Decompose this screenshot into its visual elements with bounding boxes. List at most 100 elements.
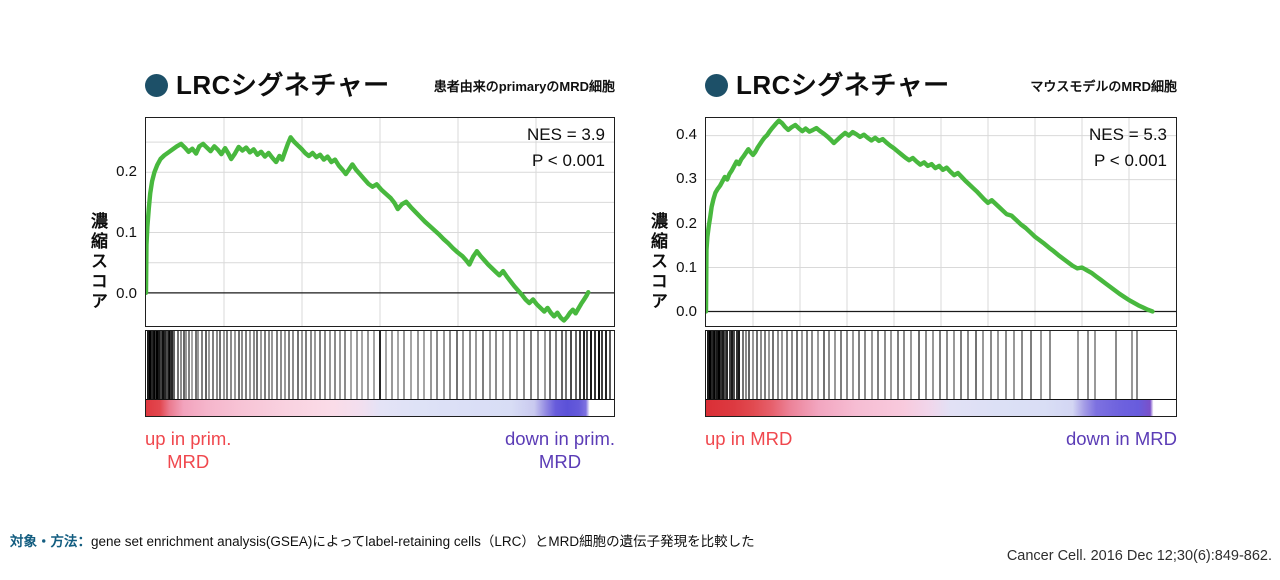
panel-title: LRCシグネチャー [736, 70, 950, 100]
gene-hit-tick [720, 331, 723, 399]
gene-hit-tick [781, 331, 784, 399]
gene-hit-tick [997, 331, 1000, 399]
gene-hit-tick [208, 331, 211, 399]
gene-hit-tick [790, 331, 793, 399]
gene-hit-tick [241, 331, 244, 399]
gene-hit-tick [728, 331, 731, 399]
gene-hit-tick [248, 331, 251, 399]
rank-axis-labels: up in MRD down in MRD [705, 427, 1177, 450]
gene-hit-tick [828, 331, 831, 399]
gene-hit-tick [449, 331, 452, 399]
gene-hit-tick [339, 331, 342, 399]
bullet-icon [145, 73, 168, 97]
gene-hit-tick [1005, 331, 1008, 399]
gene-hit-tick [852, 331, 855, 399]
enrichment-curve [706, 121, 1153, 312]
gene-hit-tick [230, 331, 233, 399]
methods-caption: 対象・方法：gene set enrichment analysis(GSEA)… [10, 530, 755, 550]
gene-hit-tick [1114, 331, 1117, 399]
gene-hit-tick [846, 331, 849, 399]
gene-hit-tick [759, 331, 762, 399]
gene-hit-tick [755, 331, 758, 399]
gene-hit-tick [560, 331, 563, 399]
gene-hit-tick [416, 331, 419, 399]
gene-hit-tick [396, 331, 399, 399]
gene-hit-tick [967, 331, 970, 399]
gene-hit-tick [211, 331, 214, 399]
gene-hit-tick [179, 331, 182, 399]
gene-hit-tick [938, 331, 941, 399]
gene-hit-tick [267, 331, 270, 399]
gene-hit-tick [160, 331, 163, 399]
gene-hit-tick [806, 331, 809, 399]
gene-hit-tick [712, 331, 715, 399]
gene-hit-tick [462, 331, 465, 399]
up-label-line1: up in prim. [145, 428, 232, 449]
gene-hit-tick [903, 331, 906, 399]
gene-hit-tick [163, 331, 166, 399]
gene-hit-tick [877, 331, 880, 399]
p-value: P < 0.001 [532, 150, 605, 170]
gene-hit-tick [800, 331, 803, 399]
gradient-bar [146, 400, 614, 416]
gene-hit-tick [772, 331, 775, 399]
y-tick-label: 0.1 [676, 258, 697, 276]
gene-hit-tick [597, 331, 600, 399]
gene-hit-tick [816, 331, 819, 399]
gene-hit-tick [1013, 331, 1016, 399]
gene-hit-tick [423, 331, 426, 399]
gene-hit-tick [890, 331, 893, 399]
gene-hit-tick [197, 331, 200, 399]
panel-subtitle: 患者由来のprimaryのMRD細胞 [433, 79, 615, 94]
gene-hit-tick [495, 331, 498, 399]
methods-caption-label: 対象・方法： [10, 534, 91, 549]
gene-hit-tick [169, 331, 172, 399]
gene-hit-tick [158, 331, 161, 399]
gene-hit-tick [549, 331, 552, 399]
gene-hit-tick [1049, 331, 1052, 399]
up-regulated-label: up in MRD [705, 427, 792, 450]
gene-hit-tick [188, 331, 191, 399]
down-regulated-label: down in prim. MRD [505, 427, 615, 473]
gene-hit-tick [334, 331, 337, 399]
gene-hit-tick [350, 331, 353, 399]
gene-hit-tick [1039, 331, 1042, 399]
gene-hit-tick [355, 331, 358, 399]
gene-hit-tick [314, 331, 317, 399]
gene-hit-tick [515, 331, 518, 399]
gene-hit-tick [201, 331, 204, 399]
gene-hit-tick [590, 331, 593, 399]
gene-hit-tick [730, 331, 733, 399]
gene-hit-tick [176, 331, 179, 399]
gene-hit-tick [723, 331, 726, 399]
gene-hit-tick [733, 331, 736, 399]
y-tick-label: 0.3 [676, 170, 697, 188]
gene-hit-tick [154, 331, 157, 399]
panel-title-group: LRCシグネチャー [705, 72, 950, 98]
gene-hit-tick [165, 331, 168, 399]
gene-hit-tick [529, 331, 532, 399]
enrichment-plot: NES = 5.3 P < 0.001 [705, 117, 1177, 327]
gene-hit-tick [429, 331, 432, 399]
gene-hit-tick [204, 331, 207, 399]
gene-hit-tick [171, 331, 174, 399]
gene-hit-tick [237, 331, 240, 399]
gene-hit-tick [455, 331, 458, 399]
gene-hit-tick [945, 331, 948, 399]
enrichment-plot: NES = 3.9 P < 0.001 [145, 117, 615, 327]
gene-hit-tick [305, 331, 308, 399]
gene-hit-tick [708, 331, 711, 399]
gene-hit-tick [1131, 331, 1134, 399]
nes-value: NES = 3.9 [527, 125, 605, 144]
gene-hit-tick [263, 331, 266, 399]
gene-hit-tick [271, 331, 274, 399]
gene-hit-tick [344, 331, 347, 399]
stats-annotation: NES = 3.9 P < 0.001 [527, 122, 605, 173]
gene-hit-tick [896, 331, 899, 399]
gene-hit-tick [718, 331, 721, 399]
gene-hit-tick [245, 331, 248, 399]
gene-hit-tick [488, 331, 491, 399]
gene-hit-tick [952, 331, 955, 399]
y-axis-title: 濃縮スコア [88, 212, 107, 312]
gradient-bar [706, 400, 1176, 416]
